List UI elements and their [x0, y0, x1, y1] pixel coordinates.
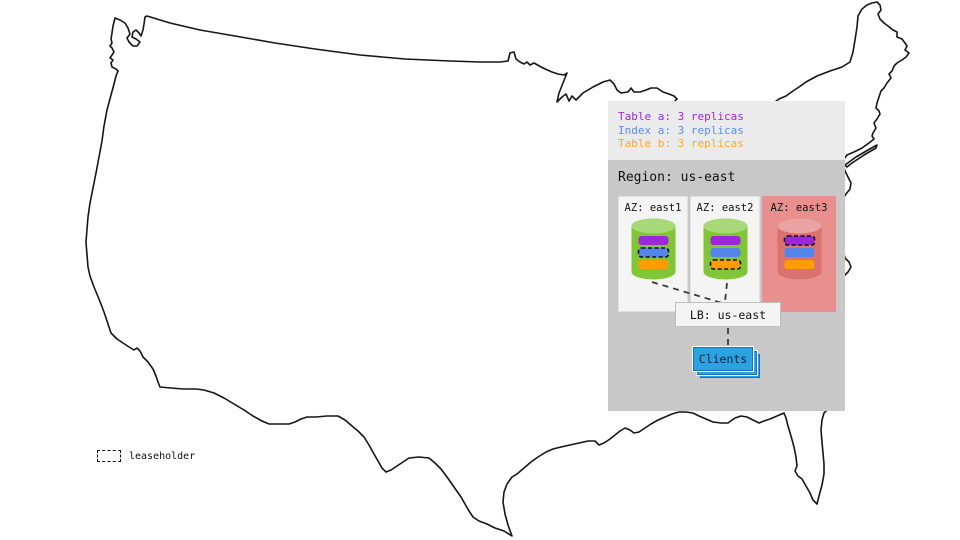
database-cylinder-east3 — [777, 218, 821, 280]
replica-bar-table-a-leaseholder — [783, 235, 815, 246]
replica-legend: Table a: 3 replicas Index a: 3 replicas … — [608, 101, 845, 160]
leaseholder-key: leaseholder — [97, 450, 195, 462]
clients-label: Clients — [698, 352, 748, 366]
az-east1-box: AZ: east1 — [618, 196, 688, 312]
legend-table-a: Table a: 3 replicas — [618, 110, 744, 123]
leaseholder-dashed-swatch — [97, 450, 121, 462]
legend-index-a: Index a: 3 replicas — [618, 123, 744, 137]
replica-bar-table-a — [638, 236, 668, 245]
az-east2-box: AZ: east2 — [690, 196, 760, 312]
availability-zones-row: AZ: east1 AZ: east2 — [618, 196, 836, 312]
az-east1-label: AZ: east1 — [624, 202, 682, 214]
long-island-outline — [844, 144, 878, 168]
leaseholder-key-label: leaseholder — [129, 450, 196, 462]
az-east3-box: AZ: east3 — [762, 196, 836, 312]
replica-bar-table-b-leaseholder — [709, 259, 741, 270]
load-balancer-label: LB: us-east — [689, 307, 767, 322]
topology-overlay: Table a: 3 replicas Index a: 3 replicas … — [608, 101, 845, 411]
az-east3-label: AZ: east3 — [770, 202, 828, 214]
database-cylinder-east1 — [631, 218, 675, 280]
replica-bar-table-a — [710, 236, 740, 245]
az-east2-label: AZ: east2 — [696, 202, 754, 214]
database-cylinder-east2 — [703, 218, 747, 280]
region-us-east-panel: Region: us-east AZ: east1 AZ: east2 — [608, 160, 845, 411]
load-balancer-box: LB: us-east — [675, 302, 781, 327]
replica-bar-table-b — [784, 260, 814, 269]
region-title: Region: us-east — [618, 170, 736, 185]
legend-table-b: Table b: 3 replicas — [618, 137, 744, 150]
replica-bar-index-a — [784, 248, 814, 257]
replica-bar-index-a — [710, 248, 740, 257]
clients-stack: Clients — [692, 346, 760, 378]
replica-bar-index-a-leaseholder — [637, 247, 669, 258]
clients-box-front: Clients — [692, 346, 754, 372]
replica-bar-table-b — [638, 260, 668, 269]
